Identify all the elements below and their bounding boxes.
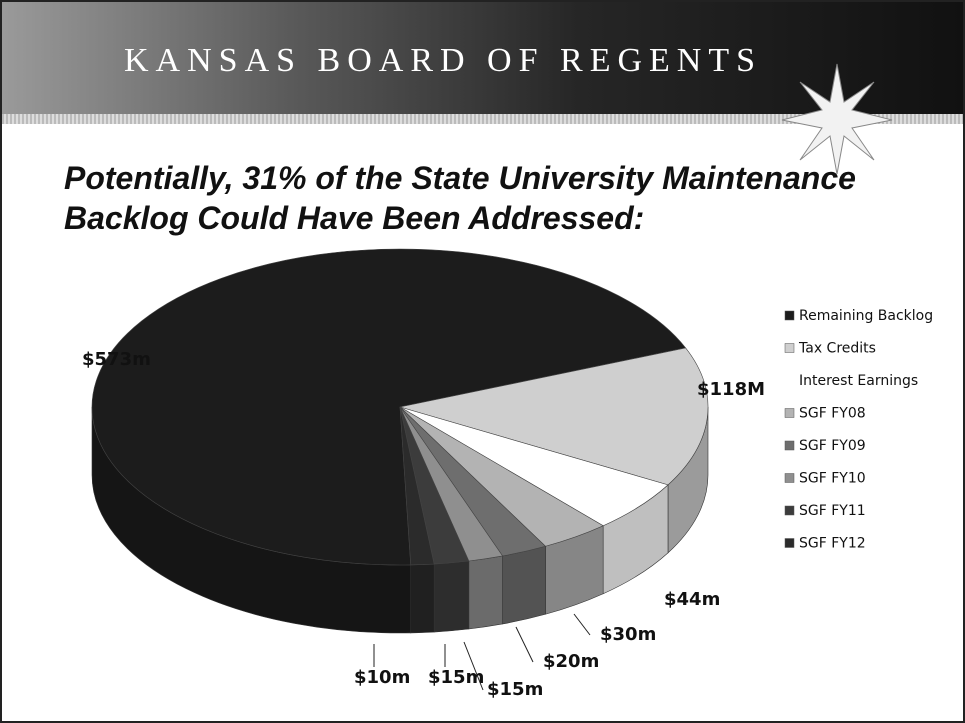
legend-swatch bbox=[784, 310, 795, 321]
legend-swatch bbox=[785, 376, 794, 385]
data-label: $573m bbox=[82, 349, 151, 370]
header-band bbox=[2, 2, 963, 120]
header-strip bbox=[2, 114, 963, 124]
leader-line bbox=[463, 641, 484, 691]
legend-label: SGF FY12 bbox=[799, 536, 866, 552]
leader-line bbox=[515, 626, 534, 663]
star-logo bbox=[781, 63, 893, 175]
data-label: $20m bbox=[543, 651, 599, 672]
pie-slice-side bbox=[410, 563, 435, 634]
legend-label: Interest Earnings bbox=[799, 373, 918, 389]
legend-label: SGF FY09 bbox=[799, 438, 866, 454]
legend-label: Remaining Backlog bbox=[799, 308, 933, 324]
legend-swatch bbox=[784, 473, 795, 483]
pie-slice-side bbox=[502, 545, 546, 625]
legend-swatch bbox=[784, 440, 795, 451]
pie-slice bbox=[91, 248, 687, 566]
legend-label: Tax Credits bbox=[798, 341, 876, 357]
pie-slice-side bbox=[468, 555, 503, 630]
header-title: KANSAS BOARD OF REGENTS bbox=[124, 42, 763, 79]
pie-slice bbox=[399, 406, 435, 566]
pie-slice bbox=[399, 347, 709, 486]
legend-label: SGF FY08 bbox=[799, 406, 866, 422]
data-label: $44m bbox=[664, 589, 720, 610]
data-label: $15m bbox=[428, 667, 484, 688]
leader-line bbox=[573, 613, 591, 636]
chart-title: Potentially, 31% of the State University… bbox=[64, 160, 856, 236]
data-label: $15m bbox=[487, 679, 543, 700]
legend-swatch bbox=[784, 538, 795, 548]
data-label: $30m bbox=[600, 624, 656, 645]
pie-slice-side bbox=[433, 560, 470, 633]
data-label: $10m bbox=[354, 667, 410, 688]
legend-label: SGF FY10 bbox=[799, 471, 866, 487]
legend-swatch bbox=[784, 343, 795, 353]
data-label: $118M bbox=[697, 379, 765, 400]
legend-swatch bbox=[784, 408, 795, 418]
legend-label: SGF FY11 bbox=[799, 503, 866, 519]
legend-swatch bbox=[784, 505, 795, 516]
